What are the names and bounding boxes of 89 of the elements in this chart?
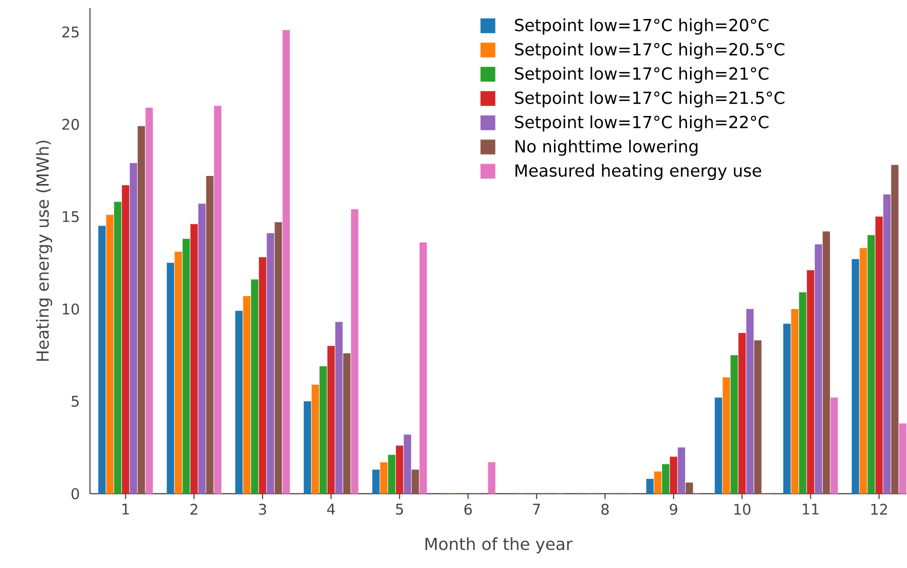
x-tick-label: 6 xyxy=(464,504,472,515)
x-tick-label: 4 xyxy=(327,504,335,515)
bar xyxy=(814,244,822,494)
legend-label: Setpoint low=17°C high=21.5°C xyxy=(515,91,784,108)
bar xyxy=(404,434,412,494)
bar xyxy=(214,106,222,494)
bar xyxy=(686,482,693,494)
x-tick-label: 2 xyxy=(190,504,198,515)
bar xyxy=(822,232,830,494)
bar xyxy=(722,377,730,494)
bar xyxy=(806,270,814,494)
bar xyxy=(852,259,860,494)
bar xyxy=(198,204,206,494)
x-tick-label: 5 xyxy=(396,504,403,515)
bar xyxy=(174,252,182,494)
y-tick-label: 25 xyxy=(62,26,79,38)
bar xyxy=(799,292,806,494)
bar xyxy=(312,384,319,494)
bar xyxy=(98,226,106,494)
bar xyxy=(106,214,114,494)
bar xyxy=(206,176,214,494)
x-tick-label: 10 xyxy=(734,504,750,515)
bar xyxy=(662,464,670,494)
bar xyxy=(130,163,138,494)
legend-label: Setpoint low=17°C high=21°C xyxy=(515,67,768,84)
bar xyxy=(388,455,396,494)
bar xyxy=(138,126,145,494)
bar xyxy=(746,309,754,494)
bar xyxy=(783,324,791,494)
legend-label: Setpoint low=17°C high=20°C xyxy=(515,18,768,35)
bar xyxy=(412,470,419,494)
bar xyxy=(714,398,722,494)
bar xyxy=(488,462,496,494)
bar xyxy=(883,194,891,494)
bar xyxy=(860,248,867,494)
bar xyxy=(875,216,883,494)
y-tick-label: 15 xyxy=(62,211,79,222)
bar xyxy=(266,233,274,494)
bar xyxy=(282,30,290,494)
bar xyxy=(646,479,654,494)
bar xyxy=(868,235,875,494)
y-tick-label: 10 xyxy=(62,304,79,315)
bar xyxy=(343,353,350,494)
bar xyxy=(146,108,153,494)
y-axis-title: Heating energy use (MWh) xyxy=(36,140,52,361)
bar xyxy=(182,238,190,494)
y-tick-label: 5 xyxy=(72,396,79,407)
x-tick-label: 7 xyxy=(533,504,540,515)
bar xyxy=(327,346,335,494)
bar xyxy=(678,448,686,494)
x-tick-label: 3 xyxy=(259,504,266,515)
legend-label: Measured heating energy use xyxy=(516,164,762,180)
bar xyxy=(251,280,258,494)
bar xyxy=(738,333,746,494)
bar xyxy=(243,296,250,494)
x-tick-label: 12 xyxy=(871,504,887,515)
bar xyxy=(754,340,762,494)
y-tick-label: 0 xyxy=(72,488,79,500)
bar xyxy=(114,202,122,494)
bar xyxy=(420,242,427,494)
bar xyxy=(670,456,678,494)
bar xyxy=(190,224,198,494)
x-axis-title: Month of the year xyxy=(426,537,573,554)
bar xyxy=(654,472,662,494)
bar xyxy=(258,257,266,494)
bar xyxy=(380,462,388,494)
bar xyxy=(320,366,327,494)
bar xyxy=(891,165,898,494)
bar xyxy=(304,401,312,494)
bar xyxy=(122,185,130,494)
bar xyxy=(335,322,343,494)
y-tick-label: 20 xyxy=(62,118,79,130)
bar xyxy=(372,470,380,494)
bar xyxy=(274,222,282,494)
bar xyxy=(235,310,243,494)
bar xyxy=(830,398,838,494)
bar xyxy=(166,262,174,494)
bar xyxy=(791,309,798,494)
bar xyxy=(351,209,358,494)
bar xyxy=(396,446,404,494)
x-tick-label: 9 xyxy=(670,504,678,515)
x-tick-label: 1 xyxy=(122,504,129,515)
legend-label: Setpoint low=17°C high=20.5°C xyxy=(515,42,784,59)
bar xyxy=(899,424,906,494)
x-tick-label: 11 xyxy=(802,504,819,515)
bar xyxy=(730,355,738,494)
x-tick-label: 8 xyxy=(601,504,609,515)
legend-label: No nighttime lowering xyxy=(516,140,698,156)
legend-label: Setpoint low=17°C high=22°C xyxy=(515,116,768,132)
